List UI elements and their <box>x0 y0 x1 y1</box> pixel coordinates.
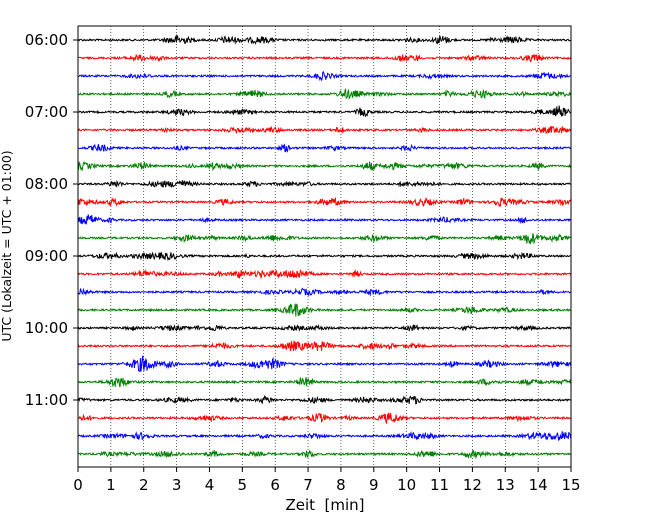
seismogram-trace <box>77 355 572 372</box>
x-tick-label: 3 <box>172 476 182 494</box>
seismogram-trace <box>77 323 571 332</box>
seismogram-trace <box>77 340 571 352</box>
y-axis-ticks: 06:00 07:00 08:00 09:00 10:00 11:00 <box>25 31 78 409</box>
seismogram-trace <box>77 125 572 135</box>
seismogram-trace <box>77 303 571 317</box>
x-tick-label: 9 <box>369 476 379 494</box>
seismogram-trace <box>77 251 571 262</box>
y-tick-label: 10:00 <box>25 319 68 337</box>
seismogram-trace <box>77 87 572 100</box>
seismogram-trace <box>77 161 572 172</box>
y-tick-label: 09:00 <box>25 247 68 265</box>
y-tick-label: 07:00 <box>25 103 68 121</box>
x-tick-label: 13 <box>496 476 515 494</box>
x-tick-label: 4 <box>205 476 215 494</box>
y-tick-label: 08:00 <box>25 175 68 193</box>
x-tick-label: 11 <box>430 476 449 494</box>
seismogram-trace <box>77 71 571 82</box>
seismogram-traces <box>77 34 572 459</box>
seismogram-trace <box>77 53 572 63</box>
x-tick-label: 7 <box>303 476 313 494</box>
x-tick-label: 1 <box>106 476 116 494</box>
seismogram-trace <box>77 268 572 280</box>
x-axis-label: Zeit [min] <box>285 496 364 514</box>
seismogram-trace <box>77 34 571 45</box>
x-tick-label: 12 <box>463 476 482 494</box>
x-tick-label: 6 <box>270 476 280 494</box>
x-tick-label: 10 <box>397 476 416 494</box>
plot-frame <box>77 25 572 468</box>
x-tick-label: 5 <box>238 476 248 494</box>
seismogram-trace <box>77 233 571 245</box>
x-tick-label: 8 <box>336 476 346 494</box>
seismogram-trace <box>77 395 571 405</box>
x-axis-ticks: 0 1 2 3 4 5 6 7 8 9 10 11 12 13 14 15 <box>73 467 581 494</box>
y-axis-label: UTC (Lokalzeit = UTC + 01:00) <box>0 150 14 341</box>
y-tick-label: 06:00 <box>25 31 68 49</box>
seismogram-trace <box>77 143 571 153</box>
seismogram-trace <box>77 214 572 225</box>
seismogram-trace <box>77 449 571 459</box>
seismogram-trace <box>77 105 571 118</box>
x-tick-label: 0 <box>73 476 83 494</box>
seismogram-trace <box>77 376 572 388</box>
y-tick-label: 11:00 <box>25 391 68 409</box>
x-tick-label: 15 <box>561 476 580 494</box>
seismogram-trace <box>77 196 572 208</box>
seismogram-trace <box>77 430 572 441</box>
seismogram-trace <box>77 287 571 297</box>
x-tick-label: 14 <box>529 476 548 494</box>
seismogram-trace <box>77 179 571 188</box>
x-tick-label: 2 <box>139 476 149 494</box>
seismogram-trace <box>77 412 571 425</box>
